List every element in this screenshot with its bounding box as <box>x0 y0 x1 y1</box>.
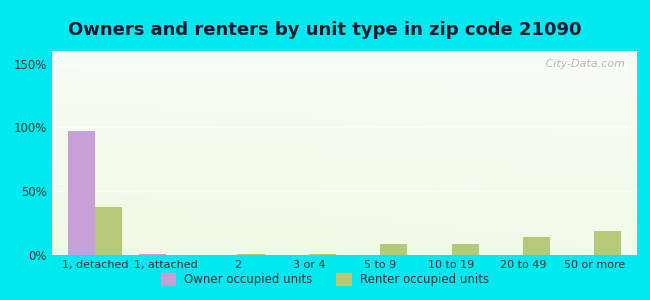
Bar <box>237 254 265 255</box>
Legend: Owner occupied units, Renter occupied units: Owner occupied units, Renter occupied un… <box>156 268 494 291</box>
Bar <box>523 237 550 255</box>
Text: Owners and renters by unit type in zip code 21090: Owners and renters by unit type in zip c… <box>68 21 582 39</box>
Bar <box>95 206 122 255</box>
Bar <box>452 244 478 255</box>
Text: City-Data.com: City-Data.com <box>542 59 625 69</box>
Bar <box>309 254 336 255</box>
Bar <box>594 231 621 255</box>
Bar <box>68 131 95 255</box>
Bar <box>380 244 408 255</box>
Bar <box>139 254 166 255</box>
